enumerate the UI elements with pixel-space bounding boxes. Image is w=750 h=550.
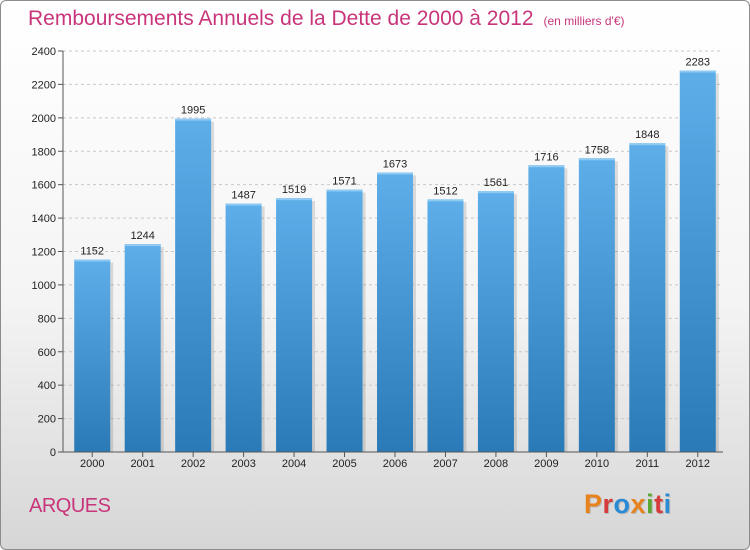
bar-2007[interactable] — [427, 199, 464, 452]
x-tick-label-2009: 2009 — [534, 458, 558, 470]
bar-2008[interactable] — [477, 191, 514, 452]
chart-unit: (en milliers d'€) — [543, 14, 625, 28]
bar-highlight — [578, 158, 615, 161]
logo-letter: r — [602, 489, 614, 519]
y-tick-label: 600 — [38, 347, 56, 359]
bar-highlight — [629, 143, 666, 146]
bar-2001[interactable] — [124, 244, 161, 452]
y-tick-label: 1200 — [32, 247, 56, 259]
y-tick-label: 0 — [50, 447, 56, 459]
bar-2012[interactable] — [679, 70, 716, 452]
y-tick-label: 1600 — [32, 180, 56, 192]
y-tick-label: 1400 — [32, 213, 56, 225]
bar-2000[interactable] — [74, 259, 111, 452]
bar-highlight — [477, 191, 514, 194]
data-label-2000: 1152 — [80, 246, 104, 258]
x-tick-label-2008: 2008 — [484, 458, 508, 470]
bar-2006[interactable] — [377, 172, 413, 452]
bar-highlight — [225, 203, 262, 206]
logo-letter: i — [663, 489, 672, 519]
logo-letter: o — [613, 489, 631, 519]
logo-letter: i — [646, 489, 655, 519]
data-label-2008: 1561 — [484, 177, 508, 189]
bar-2002[interactable] — [175, 118, 212, 452]
data-label-2011: 1848 — [635, 129, 659, 141]
bar-highlight — [124, 244, 161, 247]
bar-highlight — [679, 70, 716, 73]
data-label-2006: 1673 — [383, 158, 407, 170]
data-label-2004: 1519 — [282, 184, 306, 196]
chart-title: Remboursements Annuels de la Dette de 20… — [28, 7, 534, 30]
chart-title-block: Remboursements Annuels de la Dette de 20… — [28, 7, 625, 31]
bar-highlight — [74, 259, 111, 262]
x-tick-label-2000: 2000 — [80, 458, 104, 470]
y-tick-label: 1800 — [32, 146, 56, 158]
y-tick-label: 800 — [38, 313, 56, 325]
bar-2011[interactable] — [629, 143, 666, 453]
x-tick-label-2010: 2010 — [585, 458, 609, 470]
y-tick-label: 2400 — [32, 46, 56, 58]
bar-highlight — [377, 172, 413, 175]
y-tick-label: 200 — [38, 414, 56, 426]
y-tick-label: 2200 — [32, 79, 56, 91]
bar-highlight — [326, 189, 363, 192]
logo-letter: P — [584, 489, 603, 519]
logo-letter: x — [630, 489, 647, 519]
bar-2003[interactable] — [225, 203, 262, 452]
data-label-2003: 1487 — [231, 190, 255, 202]
x-tick-label-2006: 2006 — [383, 458, 407, 470]
data-label-2001: 1244 — [130, 230, 154, 242]
data-label-2005: 1571 — [332, 176, 356, 188]
data-label-2010: 1758 — [585, 144, 609, 156]
logo-letter: t — [654, 489, 664, 519]
data-label-2002: 1995 — [181, 105, 205, 117]
data-label-2007: 1512 — [433, 185, 457, 197]
proxiti-logo[interactable]: Proxiti — [584, 489, 672, 520]
bar-highlight — [528, 165, 565, 168]
x-tick-label-2003: 2003 — [231, 458, 255, 470]
bar-2004[interactable] — [276, 198, 313, 452]
x-tick-label-2002: 2002 — [181, 458, 205, 470]
bar-highlight — [175, 118, 212, 121]
bar-highlight — [276, 198, 313, 201]
x-tick-label-2004: 2004 — [282, 458, 306, 470]
x-tick-label-2012: 2012 — [686, 458, 710, 470]
bar-highlight — [427, 199, 464, 202]
bar-2009[interactable] — [528, 165, 565, 452]
x-tick-label-2001: 2001 — [130, 458, 154, 470]
commune-name: ARQUES — [29, 495, 111, 517]
data-label-2012: 2283 — [686, 57, 710, 69]
bar-2005[interactable] — [326, 189, 363, 452]
data-label-2009: 1716 — [534, 151, 558, 163]
y-tick-label: 400 — [38, 380, 56, 392]
y-tick-label: 2000 — [32, 113, 56, 125]
x-tick-label-2005: 2005 — [332, 458, 356, 470]
x-tick-label-2011: 2011 — [635, 458, 659, 470]
y-tick-label: 1000 — [32, 280, 56, 292]
bar-2010[interactable] — [578, 158, 615, 452]
x-tick-label-2007: 2007 — [433, 458, 457, 470]
